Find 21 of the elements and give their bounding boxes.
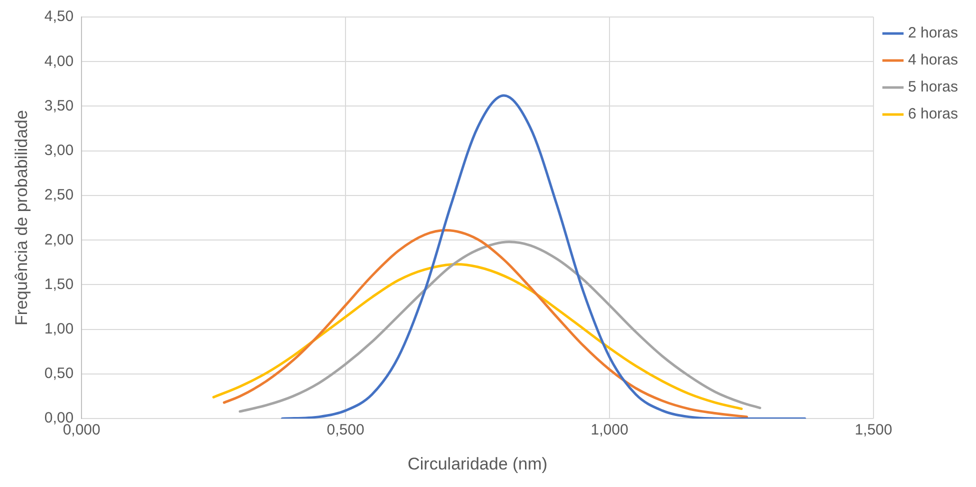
x-tick-label: 1,500 (854, 422, 892, 439)
legend-label: 5 horas (908, 78, 958, 96)
x-tick-label: 1,000 (590, 422, 628, 439)
legend-label: 2 horas (908, 24, 958, 42)
legend-label: 6 horas (908, 106, 958, 123)
x-tick-label: 0,000 (62, 422, 100, 439)
line-series (280, 94, 806, 419)
y-tick-label: 1,50 (44, 276, 74, 293)
y-tick-label: 3,50 (44, 97, 74, 114)
line-series (212, 262, 743, 410)
y-tick-label: 2,50 (44, 186, 74, 204)
y-tick-label: 0,50 (44, 365, 74, 382)
x-tick-label: 0,500 (326, 422, 364, 439)
y-axis-title: Frequência de probabilidade (12, 110, 31, 326)
y-tick-label: 1,00 (44, 320, 74, 338)
y-tick-label: 3,00 (44, 142, 74, 160)
legend-label: 4 horas (908, 52, 958, 69)
y-tick-label: 2,00 (44, 231, 74, 248)
y-tick-label: 4,00 (44, 52, 74, 70)
x-axis-title: Circularidade (nm) (408, 454, 548, 474)
y-tick-label: 4,50 (44, 8, 74, 26)
